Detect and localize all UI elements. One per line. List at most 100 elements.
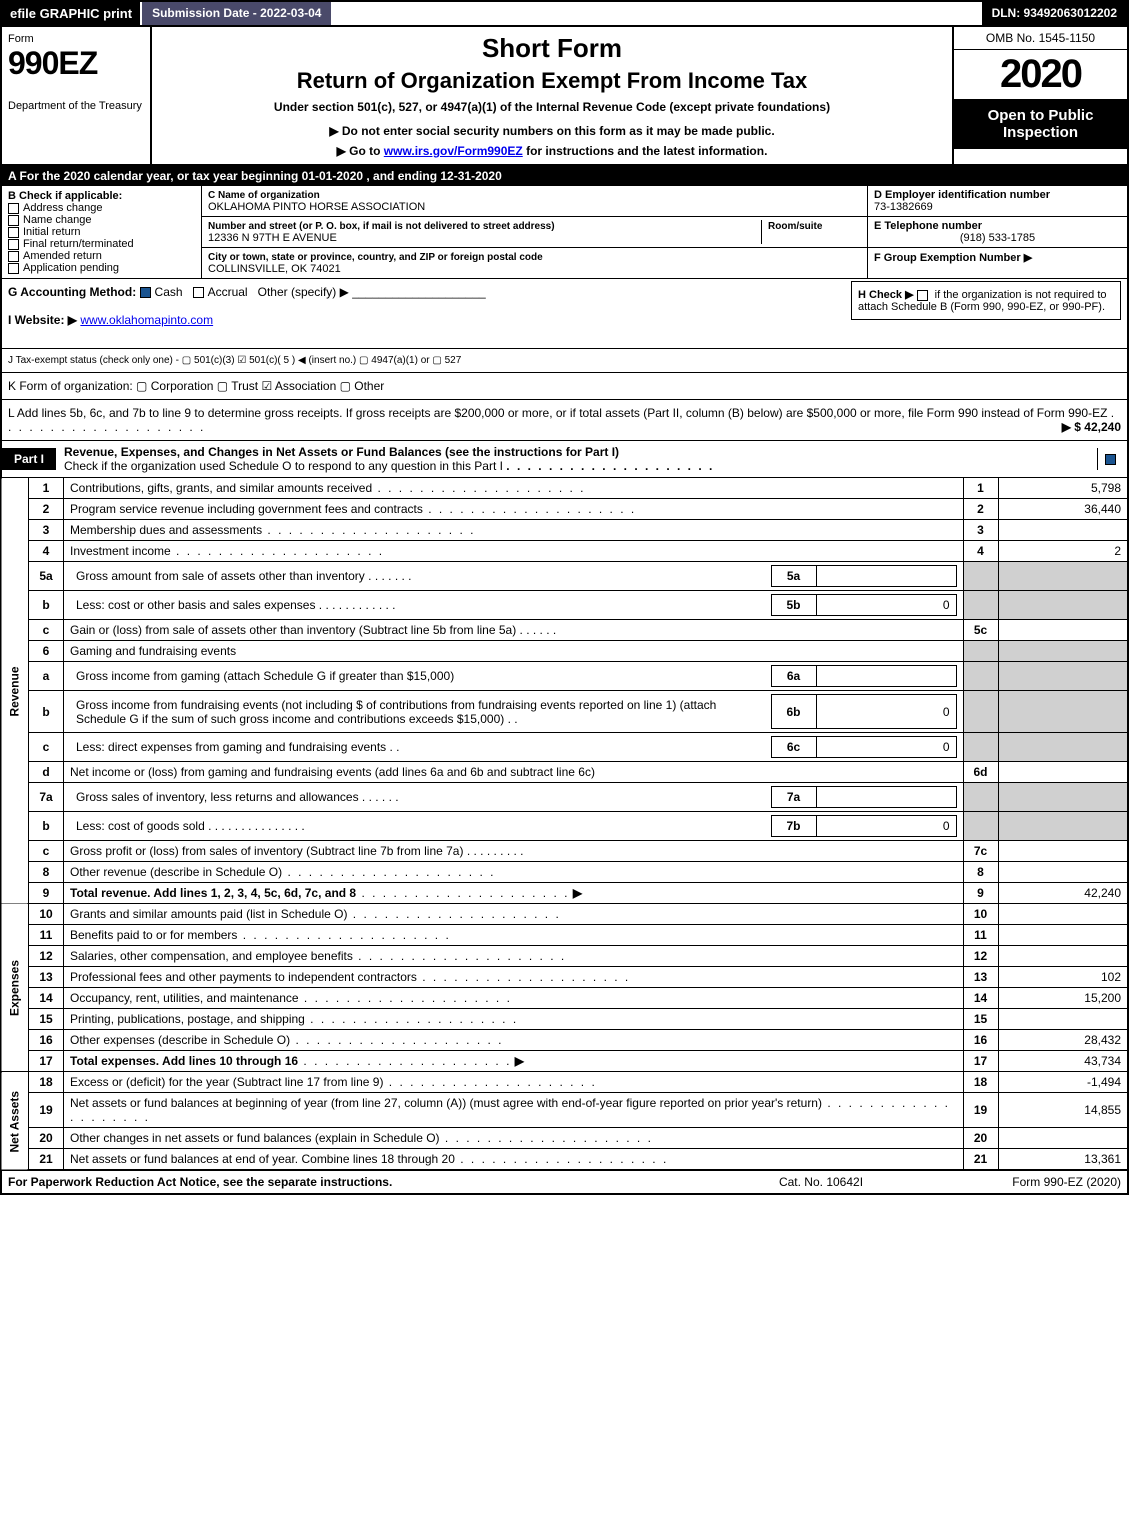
line-14-amount: 15,200 (998, 988, 1128, 1009)
line-6b-inner-box: 6b (771, 695, 816, 729)
line-11-text: Benefits paid to or for members (64, 925, 964, 946)
c-city-label: City or town, state or province, country… (208, 252, 543, 263)
line-6c-inner-val: 0 (816, 737, 956, 758)
line-11-num: 11 (29, 925, 64, 946)
h-check-box: H Check ▶ if the organization is not req… (851, 281, 1121, 320)
check-h[interactable] (917, 290, 928, 301)
subtitle-3: ▶ Go to www.irs.gov/Form990EZ for instru… (158, 144, 946, 158)
line-7a-amt-shaded (998, 783, 1128, 812)
part1-subtitle: Check if the organization used Schedule … (64, 459, 503, 473)
footer: For Paperwork Reduction Act Notice, see … (0, 1171, 1129, 1195)
header-center: Short Form Return of Organization Exempt… (152, 27, 952, 164)
line-5b-amt-shaded (998, 591, 1128, 620)
line-6-shaded (963, 641, 998, 662)
accrual-label: Accrual (208, 285, 248, 299)
line-7a-inner-box: 7a (771, 787, 816, 808)
line-17-text: Total expenses. Add lines 10 through 16 … (64, 1051, 964, 1072)
line-1-box: 1 (963, 478, 998, 499)
header-left: Form 990EZ Department of the Treasury (2, 27, 152, 164)
l-text: L Add lines 5b, 6c, and 7b to line 9 to … (8, 406, 1107, 420)
phone-row: E Telephone number (918) 533-1785 (868, 217, 1127, 248)
line-18-num: 18 (29, 1072, 64, 1093)
org-name-row: C Name of organization OKLAHOMA PINTO HO… (202, 186, 867, 217)
line-20-box: 20 (963, 1128, 998, 1149)
line-7b-shaded (963, 812, 998, 841)
line-6c-text: Less: direct expenses from gaming and fu… (64, 733, 964, 762)
line-6c-inner-box: 6c (771, 737, 816, 758)
line-6b-shaded (963, 691, 998, 733)
irs-link[interactable]: www.irs.gov/Form990EZ (384, 144, 523, 158)
line-2-amount: 36,440 (998, 499, 1128, 520)
line-10-num: 10 (29, 904, 64, 925)
org-info-section: B Check if applicable: Address change Na… (0, 186, 1129, 279)
line-5a-amt-shaded (998, 562, 1128, 591)
line-1-num: 1 (29, 478, 64, 499)
check-cash[interactable] (140, 287, 151, 298)
form-number: 990EZ (8, 45, 144, 82)
line-5b-text: Less: cost or other basis and sales expe… (64, 591, 964, 620)
line-7b-inner-box: 7b (771, 816, 816, 837)
part1-schedule-o-check[interactable] (1097, 448, 1127, 470)
footer-left: For Paperwork Reduction Act Notice, see … (8, 1175, 721, 1189)
check-final-return[interactable]: Final return/terminated (8, 238, 195, 250)
part1-title: Revenue, Expenses, and Changes in Net As… (56, 441, 1097, 477)
check-amended-return[interactable]: Amended return (8, 250, 195, 262)
org-addr-row: Number and street (or P. O. box, if mail… (202, 217, 867, 248)
line-6d-amount (998, 762, 1128, 783)
h-label: H Check ▶ (858, 289, 914, 301)
check-name-change[interactable]: Name change (8, 214, 195, 226)
line-6-text: Gaming and fundraising events (64, 641, 964, 662)
line-16-box: 16 (963, 1030, 998, 1051)
tax-year: 2020 (954, 50, 1127, 99)
part1-header: Part I Revenue, Expenses, and Changes in… (0, 441, 1129, 478)
line-16-amount: 28,432 (998, 1030, 1128, 1051)
d-label: D Employer identification number (874, 189, 1050, 201)
revenue-section-label: Revenue (1, 478, 29, 904)
section-def: D Employer identification number 73-1382… (867, 186, 1127, 278)
tax-year-bar: A For the 2020 calendar year, or tax yea… (0, 166, 1129, 186)
line-4-num: 4 (29, 541, 64, 562)
check-application-pending[interactable]: Application pending (8, 262, 195, 274)
line-7c-num: c (29, 841, 64, 862)
ein-row: D Employer identification number 73-1382… (868, 186, 1127, 217)
line-1-amount: 5,798 (998, 478, 1128, 499)
group-exemption-row: F Group Exemption Number ▶ (868, 248, 1127, 267)
org-name: OKLAHOMA PINTO HORSE ASSOCIATION (208, 201, 425, 213)
line-7b-text: Less: cost of goods sold . . . . . . . .… (64, 812, 964, 841)
line-3-amount (998, 520, 1128, 541)
line-5a-text: Gross amount from sale of assets other t… (64, 562, 964, 591)
efile-print-button[interactable]: efile GRAPHIC print (2, 2, 142, 25)
line-1-text: Contributions, gifts, grants, and simila… (64, 478, 964, 499)
line-5b-shaded (963, 591, 998, 620)
line-11-amount (998, 925, 1128, 946)
line-6d-num: d (29, 762, 64, 783)
line-14-text: Occupancy, rent, utilities, and maintena… (64, 988, 964, 1009)
check-initial-return[interactable]: Initial return (8, 226, 195, 238)
room-label: Room/suite (768, 221, 822, 232)
line-21-amount: 13,361 (998, 1149, 1128, 1171)
website-link[interactable]: www.oklahomapinto.com (80, 313, 213, 327)
line-18-text: Excess or (deficit) for the year (Subtra… (64, 1072, 964, 1093)
line-9-num: 9 (29, 883, 64, 904)
line-16-text: Other expenses (describe in Schedule O) (64, 1030, 964, 1051)
form-header: Form 990EZ Department of the Treasury Sh… (0, 27, 1129, 166)
line-19-box: 19 (963, 1093, 998, 1128)
line-21-box: 21 (963, 1149, 998, 1171)
line-9-box: 9 (963, 883, 998, 904)
check-accrual[interactable] (193, 287, 204, 298)
tax-exempt-status-row: J Tax-exempt status (check only one) - ▢… (0, 349, 1129, 373)
line-6b-inner-val: 0 (816, 695, 956, 729)
line-6a-shaded (963, 662, 998, 691)
line-6-amt-shaded (998, 641, 1128, 662)
open-to-public: Open to Public Inspection (954, 99, 1127, 149)
section-c: C Name of organization OKLAHOMA PINTO HO… (202, 186, 867, 278)
department-label: Department of the Treasury (8, 100, 144, 112)
line-6b-num: b (29, 691, 64, 733)
part1-table: Revenue 1 Contributions, gifts, grants, … (0, 478, 1129, 1171)
line-10-text: Grants and similar amounts paid (list in… (64, 904, 964, 925)
line-5a-shaded (963, 562, 998, 591)
line-8-num: 8 (29, 862, 64, 883)
line-12-box: 12 (963, 946, 998, 967)
line-20-num: 20 (29, 1128, 64, 1149)
check-address-change[interactable]: Address change (8, 202, 195, 214)
